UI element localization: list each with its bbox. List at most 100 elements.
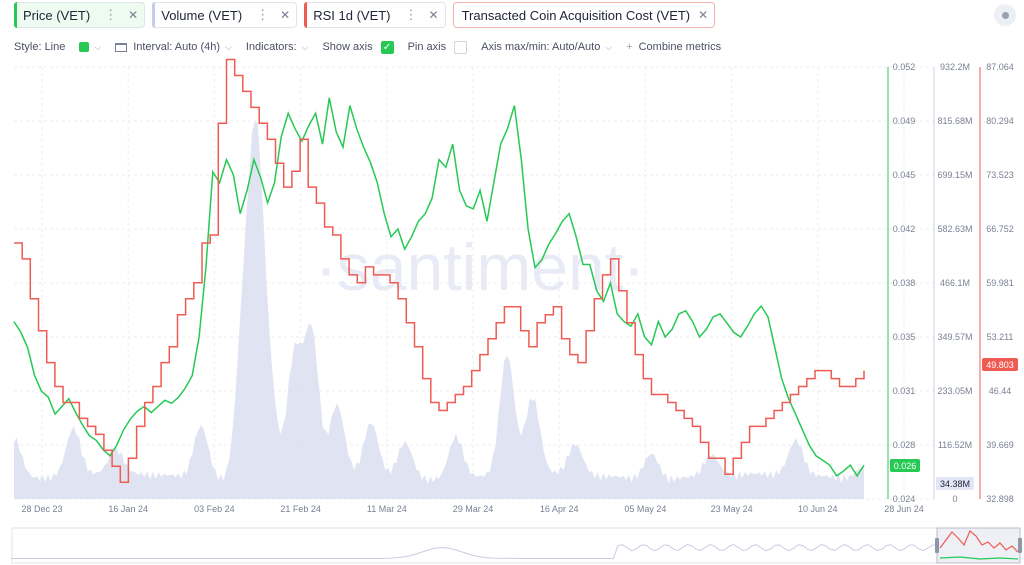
x-tick-label: 16 Apr 24 [540, 504, 579, 514]
volume-current-badge: 34.38M [940, 479, 970, 489]
style-label: Style: Line [14, 41, 66, 53]
volume-tick-label: 116.52M [938, 440, 972, 450]
volume-tick-label: 0 [952, 494, 957, 504]
navigator-frame [11, 527, 1021, 564]
navigator-volume-line [11, 543, 938, 560]
checkbox-unchecked-icon[interactable] [454, 40, 468, 54]
more-vert-icon[interactable]: ⋮ [104, 7, 117, 22]
tab-volume[interactable]: Volume (VET) ⋮ ✕ [152, 2, 298, 28]
indicators-label: Indicators: [245, 41, 297, 53]
pin-axis-toggle[interactable]: Pin axis [407, 40, 468, 54]
more-vert-icon[interactable]: ⋮ [256, 7, 269, 22]
tab-label: Price (VET) [23, 7, 91, 23]
chevron-down-icon: ⌵ [225, 41, 232, 52]
tab-price[interactable]: Price (VET) ⋮ ✕ [14, 2, 146, 28]
price-line [13, 97, 865, 478]
settings-button[interactable] [994, 4, 1016, 26]
axis-mode-dropdown[interactable]: Axis max/min: Auto/Auto ⌵ [481, 41, 612, 53]
navigator-handle-right [1018, 538, 1022, 553]
rsi-tick-label: 80.294 [986, 116, 1014, 126]
price-tick-label: 0.038 [893, 278, 916, 288]
rsi-tick-label: 66.752 [986, 224, 1014, 234]
price-current-badge-bg [890, 459, 920, 472]
rsi-current-badge-bg [982, 358, 1018, 371]
interval-dropdown[interactable]: Interval: Auto (4h) ⌵ [115, 41, 232, 53]
color-picker[interactable]: ⌵ [79, 42, 101, 53]
plus-icon: + [626, 41, 633, 53]
tab-acquisition-cost[interactable]: Transacted Coin Acquisition Cost (VET) ✕ [452, 2, 716, 28]
rsi-tick-label: 53.211 [987, 332, 1014, 342]
rsi-line [14, 58, 865, 483]
close-icon[interactable]: ✕ [128, 8, 139, 22]
rsi-tick-label: 73.523 [986, 170, 1014, 180]
tab-label: Transacted Coin Acquisition Cost (VET) [461, 7, 691, 23]
volume-tick-label: 699.15M [937, 170, 972, 180]
tab-color-marker [304, 2, 308, 28]
navigator-rsi-line [939, 530, 1019, 553]
x-tick-label: 16 Jan 24 [108, 504, 148, 514]
more-vert-icon[interactable]: ⋮ [404, 7, 418, 22]
tab-rsi[interactable]: RSI 1d (VET) ⋮ ✕ [304, 2, 446, 28]
rsi-tick-label: 59.981 [986, 278, 1014, 288]
close-icon[interactable]: ✕ [428, 8, 439, 22]
interval-label: Interval: Auto (4h) [133, 41, 221, 53]
volume-tick-label: 466.1M [940, 278, 970, 288]
tab-label: RSI 1d (VET) [313, 7, 391, 23]
volume-tick-label: 815.68M [937, 116, 972, 126]
pin-axis-label: Pin axis [407, 41, 447, 53]
navigator[interactable] [11, 527, 1022, 564]
show-axis-label: Show axis [322, 41, 373, 53]
rsi-tick-label: 87.064 [986, 62, 1014, 72]
chevron-down-icon: ⌵ [94, 41, 102, 52]
price-tick-label: 0.042 [893, 224, 916, 234]
volume-tick-label: 582.63M [937, 224, 972, 234]
navigator-price-line [939, 556, 1019, 560]
price-tick-label: 0.049 [893, 116, 916, 126]
price-tick-label: 0.035 [893, 332, 916, 342]
x-tick-label: 21 Feb 24 [280, 504, 321, 514]
price-current-badge: 0.026 [894, 461, 917, 471]
x-tick-label: 28 Jun 24 [884, 504, 924, 514]
checkbox-checked-icon[interactable]: ✓ [380, 40, 394, 54]
x-tick-label: 23 May 24 [711, 504, 753, 514]
style-dropdown[interactable]: Style: Line [14, 41, 65, 53]
rsi-tick-label: 32.898 [986, 494, 1014, 504]
axis-mode-label: Axis max/min: Auto/Auto [481, 41, 601, 53]
show-axis-toggle[interactable]: Show axis ✓ [322, 40, 394, 54]
chevron-down-icon: ⌵ [301, 41, 309, 52]
indicators-dropdown[interactable]: Indicators: ⌵ [246, 41, 309, 53]
close-icon[interactable]: ✕ [280, 8, 291, 22]
close-icon[interactable]: ✕ [698, 8, 709, 22]
x-tick-label: 03 Feb 24 [194, 504, 235, 514]
x-tick-label: 29 Mar 24 [453, 504, 494, 514]
price-tick-label: 0.031 [893, 386, 916, 396]
rsi-tick-label: 39.669 [986, 440, 1014, 450]
volume-tick-label: 349.57M [937, 332, 972, 342]
volume-area-path [14, 121, 864, 500]
x-tick-label: 05 May 24 [624, 504, 666, 514]
axes: 0.052 0.049 0.045 0.042 0.038 0.035 0.031 0.028… [887, 62, 1018, 504]
x-axis: 28 Dec 23 16 Jan 24 03 Feb 24 21 Feb 24 11 M… [21, 504, 923, 514]
price-tick-label: 0.024 [893, 494, 916, 504]
watermark: ·santiment· [315, 230, 645, 304]
tab-label: Volume (VET) [161, 7, 243, 23]
navigator-handle-left [935, 538, 939, 553]
x-tick-label: 28 Dec 23 [21, 504, 62, 514]
price-tick-label: 0.028 [893, 440, 916, 450]
rsi-tick-label: 46.44 [989, 386, 1012, 396]
x-tick-label: 11 Mar 24 [367, 504, 407, 514]
price-tick-label: 0.045 [893, 170, 916, 180]
chevron-down-icon: ⌵ [605, 41, 613, 52]
volume-area [14, 121, 864, 500]
settings-icon [1001, 11, 1009, 19]
volume-current-badge-bg [936, 477, 974, 490]
chart-toolbar: Style: Line ⌵ Interval: Auto (4h) ⌵ Indi… [14, 38, 735, 56]
combine-label: Combine metrics [638, 41, 722, 53]
x-tick-label: 10 Jun 24 [798, 504, 838, 514]
volume-tick-label: 233.05M [937, 386, 972, 396]
color-swatch [79, 42, 90, 52]
calendar-icon [115, 42, 128, 52]
tab-color-marker [152, 2, 156, 28]
combine-metrics-button[interactable]: + Combine metrics [626, 41, 721, 53]
